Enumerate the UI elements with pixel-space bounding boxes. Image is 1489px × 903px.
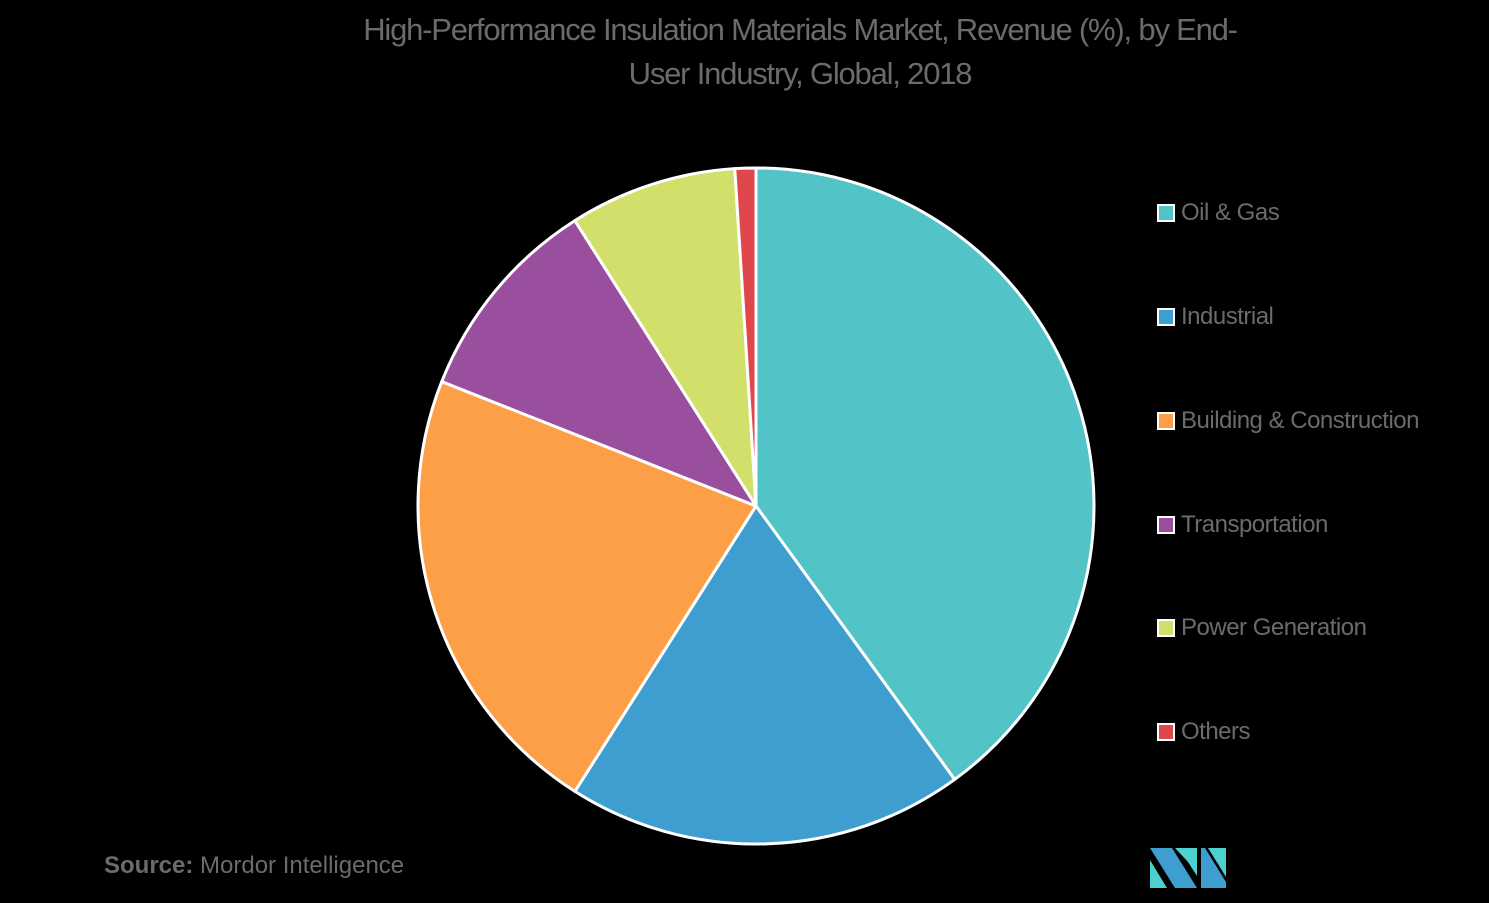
chart-title: High-Performance Insulation Materials Ma… bbox=[150, 8, 1450, 96]
legend-swatch-icon bbox=[1157, 516, 1175, 534]
source-text: Mordor Intelligence bbox=[200, 852, 405, 879]
legend-label: Others bbox=[1181, 718, 1251, 745]
pie-slice-others bbox=[733, 166, 758, 508]
legend-label: Power Generation bbox=[1181, 614, 1367, 641]
legend-swatch-icon bbox=[1157, 308, 1175, 326]
legend-item: Industrial bbox=[1157, 302, 1274, 332]
legend-item: Oil & Gas bbox=[1157, 198, 1280, 228]
legend-label: Industrial bbox=[1181, 303, 1274, 330]
legend-item: Others bbox=[1157, 717, 1251, 747]
pie-slice-transportation bbox=[440, 219, 758, 508]
legend-label: Transportation bbox=[1181, 511, 1328, 538]
mordor-intelligence-logo-icon bbox=[1150, 848, 1226, 888]
legend-item: Transportation bbox=[1157, 510, 1328, 540]
legend-swatch-icon bbox=[1157, 619, 1175, 637]
legend-label: Building & Construction bbox=[1181, 407, 1419, 434]
pie-slice-industrial bbox=[573, 504, 957, 846]
legend-label: Oil & Gas bbox=[1181, 199, 1280, 226]
chart-title-line-1: High-Performance Insulation Materials Ma… bbox=[363, 12, 1238, 47]
legend-swatch-icon bbox=[1157, 412, 1175, 430]
pie-slice-power-generation bbox=[573, 167, 758, 508]
source-note: Source: Mordor Intelligence bbox=[104, 852, 404, 880]
pie-slice-oil-gas bbox=[754, 166, 1096, 781]
legend-item: Building & Construction bbox=[1157, 406, 1419, 436]
pie-slice-building-construction bbox=[416, 380, 758, 793]
legend-swatch-icon bbox=[1157, 204, 1175, 222]
chart-title-line-2: User Industry, Global, 2018 bbox=[628, 56, 973, 91]
source-label: Source: bbox=[104, 852, 194, 879]
legend-swatch-icon bbox=[1157, 723, 1175, 741]
legend-item: Power Generation bbox=[1157, 613, 1367, 643]
